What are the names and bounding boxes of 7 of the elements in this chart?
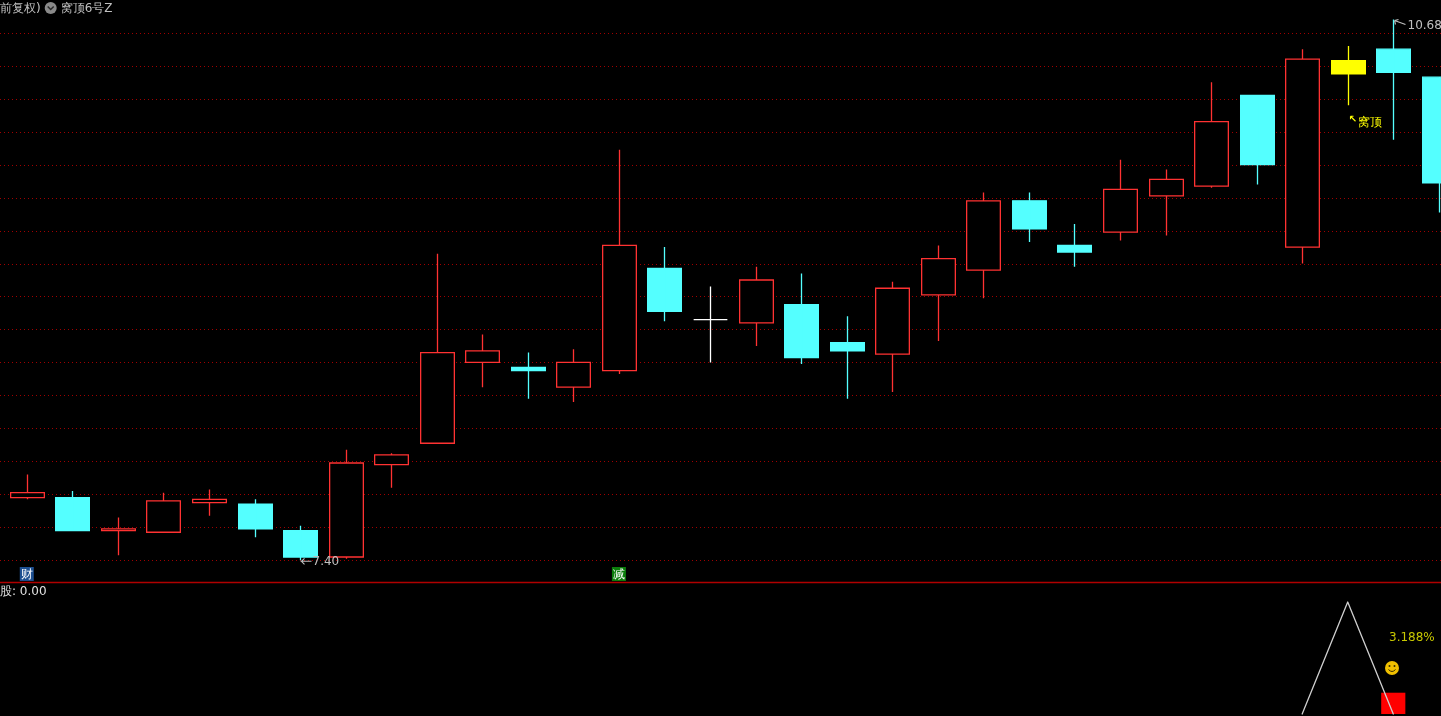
annotation: 10.68 bbox=[1407, 17, 1441, 32]
title: 前复权) bbox=[0, 1, 41, 15]
annotation: 股: 0.00 bbox=[0, 584, 47, 598]
annotation: 窝顶 bbox=[1357, 115, 1382, 130]
annotation: 3.188% bbox=[1389, 630, 1435, 644]
annotation: 7.40 bbox=[312, 554, 340, 569]
subtitle: 窝顶6号Z bbox=[60, 1, 113, 15]
